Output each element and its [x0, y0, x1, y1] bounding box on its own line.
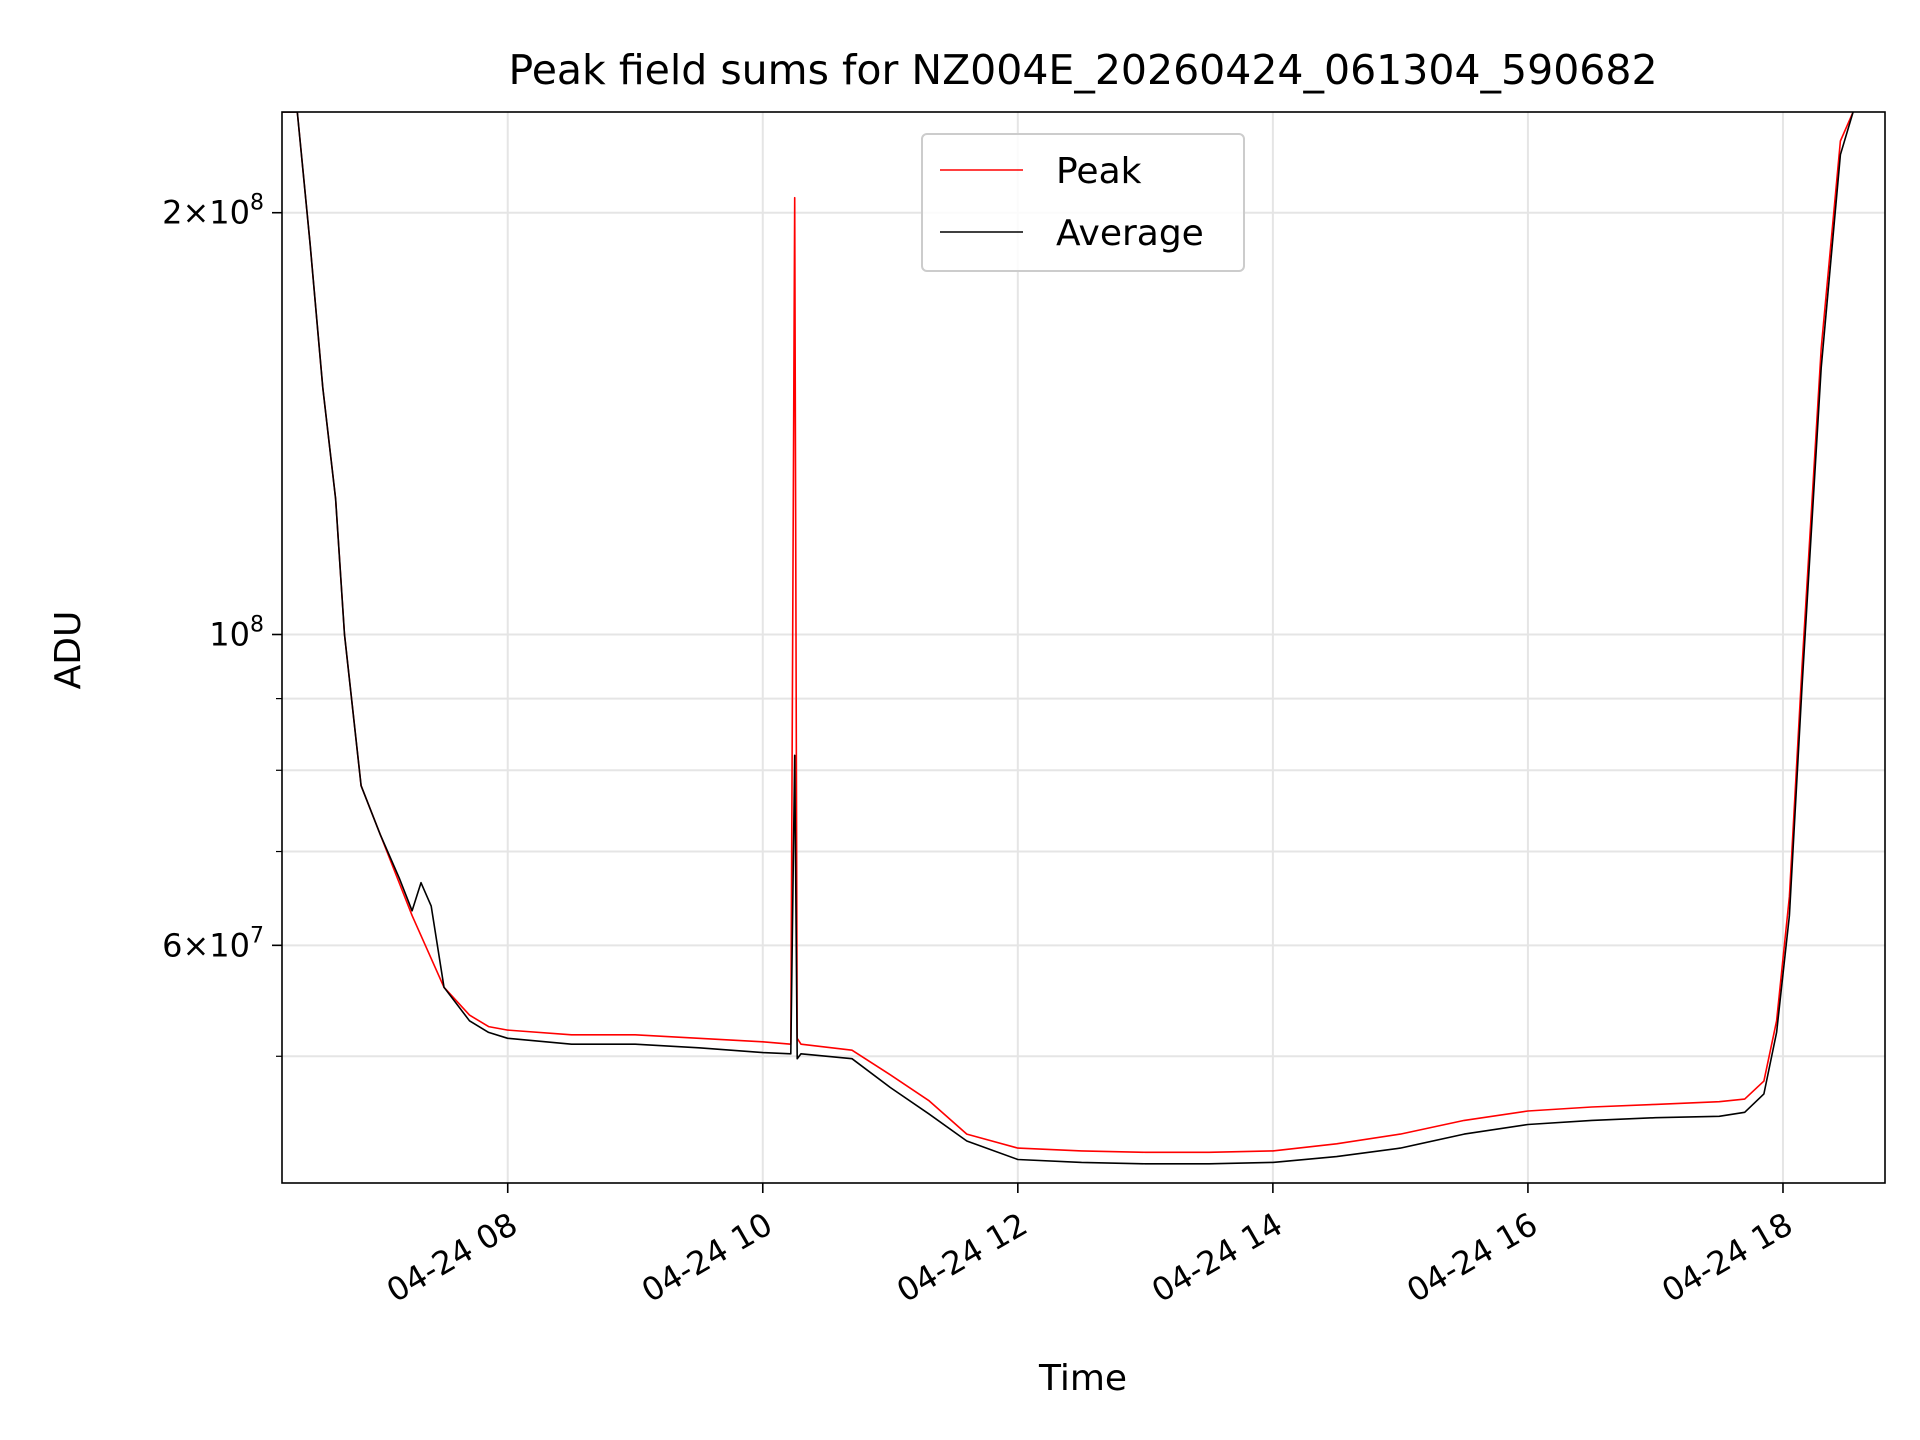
x-tick-label: 04-24 10 [635, 1205, 779, 1310]
series-lines [282, 112, 1854, 1165]
x-tick-label: 04-24 08 [380, 1205, 524, 1310]
grid [282, 112, 1885, 1183]
y-tick-label: 6×107 [162, 923, 264, 964]
y-axis-label: ADU [48, 611, 89, 690]
series-line-average [282, 112, 1854, 1165]
x-tick-label: 04-24 14 [1145, 1205, 1289, 1310]
plot-frame [281, 111, 1886, 1184]
x-tick-label: 04-24 16 [1400, 1205, 1544, 1310]
legend-average-label: Average [1056, 213, 1204, 254]
series-line-peak [282, 112, 1854, 1154]
axis-ticks: 04-24 08 04-24 10 04-24 12 04-24 14 04-24 16… [162, 191, 1799, 1310]
y-tick-label: 2×108 [162, 191, 264, 232]
legend-peak-label: Peak [1056, 151, 1142, 192]
chart-title: Peak field sums for NZ004E_20260424_0613… [508, 46, 1657, 94]
x-tick-label: 04-24 12 [890, 1205, 1034, 1310]
x-tick-label: 04-24 18 [1655, 1205, 1799, 1310]
y-tick-label: 108 [209, 612, 264, 653]
x-axis-label: Time [1038, 1358, 1127, 1399]
legend: Peak Average [921, 133, 1245, 272]
legend-box [921, 133, 1245, 272]
